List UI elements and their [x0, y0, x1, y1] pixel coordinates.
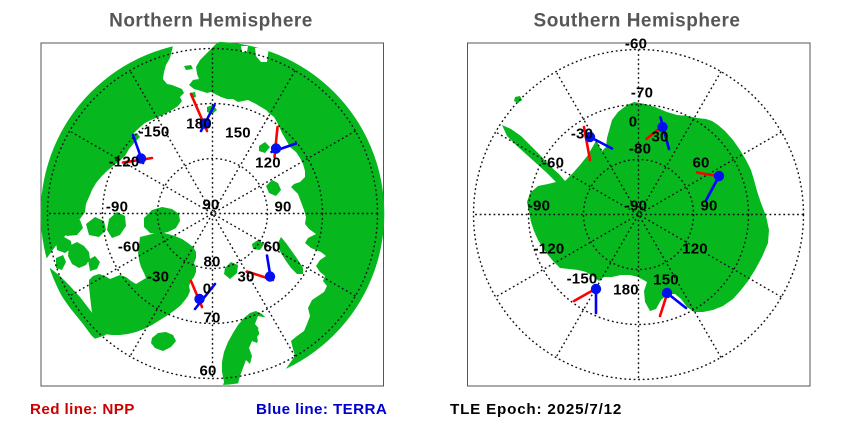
svg-text:-70: -70 — [631, 85, 653, 102]
svg-text:0: 0 — [629, 114, 638, 131]
svg-text:-150: -150 — [139, 124, 170, 141]
svg-text:Blue line: TERRA: Blue line: TERRA — [256, 401, 387, 418]
svg-text:-60: -60 — [542, 155, 564, 172]
svg-text:150: 150 — [653, 272, 679, 289]
svg-text:-60: -60 — [625, 36, 647, 53]
svg-text:-120: -120 — [534, 241, 565, 258]
svg-text:60: 60 — [199, 363, 216, 380]
svg-text:80: 80 — [203, 254, 220, 271]
svg-text:TLE Epoch: 2025/7/12: TLE Epoch: 2025/7/12 — [450, 401, 622, 418]
svg-text:-120: -120 — [109, 154, 140, 171]
svg-text:30: 30 — [237, 269, 254, 286]
svg-text:180: 180 — [613, 282, 639, 299]
svg-text:90: 90 — [202, 197, 219, 214]
svg-text:0: 0 — [203, 281, 212, 298]
svg-text:Red line: NPP: Red line: NPP — [30, 401, 135, 418]
svg-text:30: 30 — [651, 129, 668, 146]
svg-text:-150: -150 — [567, 271, 598, 288]
svg-text:70: 70 — [203, 310, 220, 327]
svg-text:150: 150 — [225, 125, 251, 142]
svg-text:-90: -90 — [106, 199, 128, 216]
svg-text:60: 60 — [692, 155, 709, 172]
svg-text:-80: -80 — [629, 141, 651, 158]
svg-text:Northern Hemisphere: Northern Hemisphere — [109, 11, 313, 32]
svg-text:90: 90 — [700, 198, 717, 215]
svg-text:120: 120 — [682, 241, 708, 258]
svg-text:60: 60 — [263, 239, 280, 256]
svg-text:-30: -30 — [571, 126, 593, 143]
svg-text:-90: -90 — [528, 198, 550, 215]
svg-text:-90: -90 — [625, 198, 647, 215]
svg-text:180: 180 — [186, 116, 212, 133]
svg-text:Southern Hemisphere: Southern Hemisphere — [534, 11, 741, 32]
svg-text:90: 90 — [274, 199, 291, 216]
svg-text:-60: -60 — [118, 239, 140, 256]
svg-text:120: 120 — [255, 155, 281, 172]
svg-text:-30: -30 — [147, 269, 169, 286]
